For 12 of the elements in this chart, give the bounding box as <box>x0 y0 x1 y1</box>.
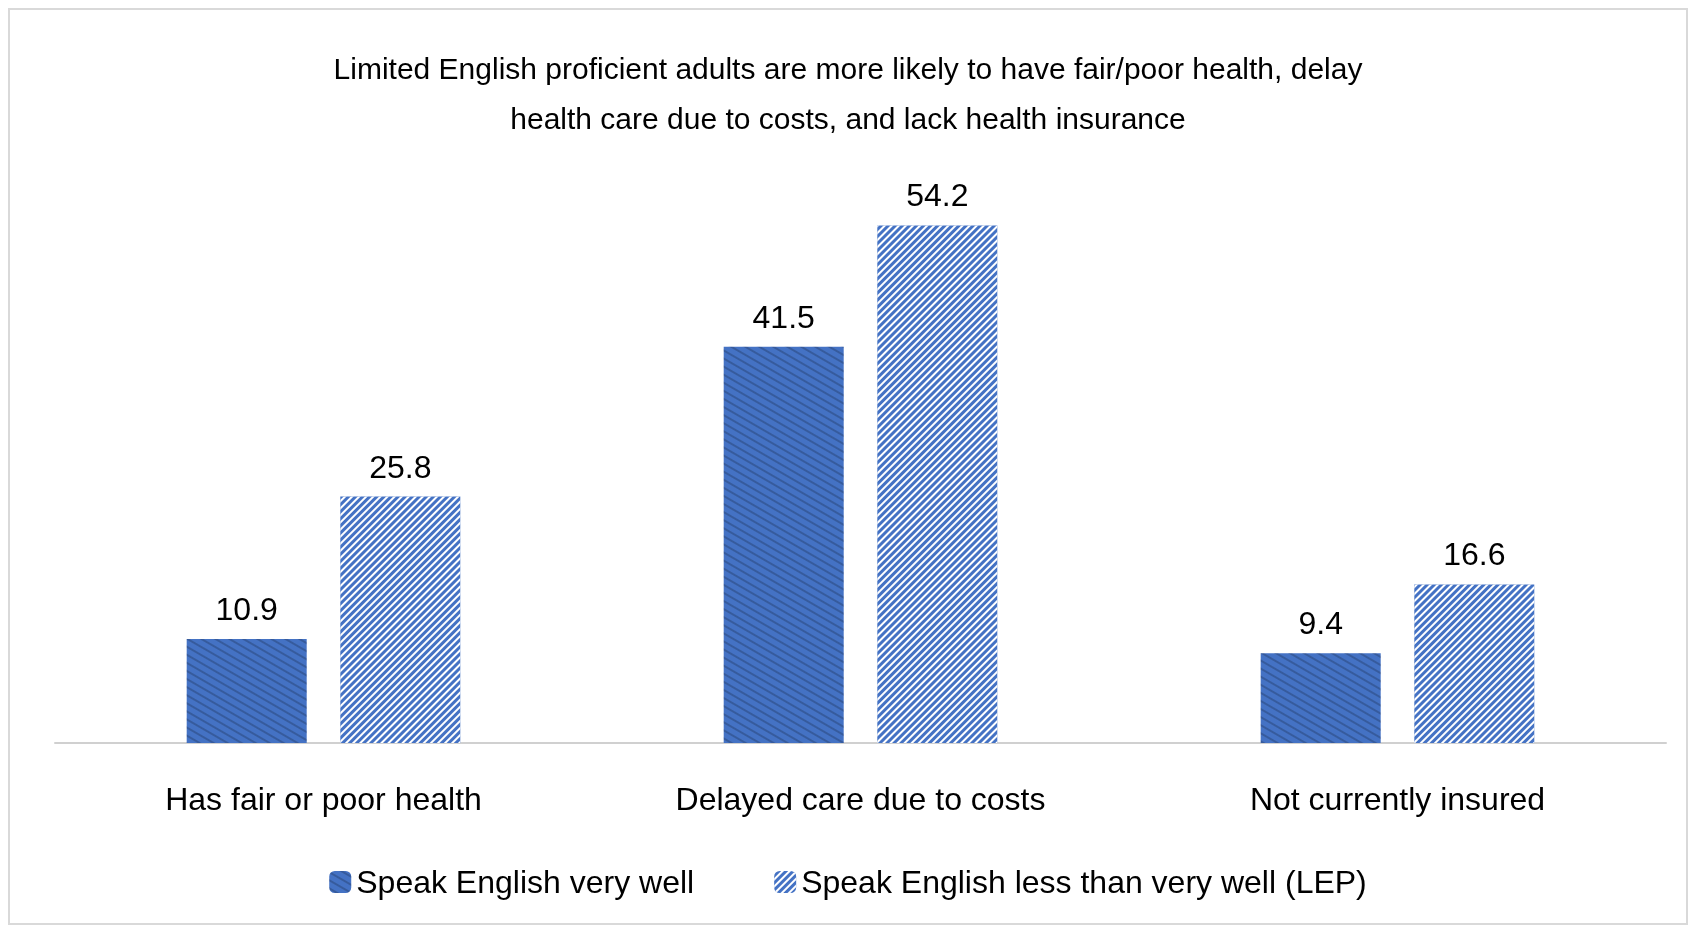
data-label: 25.8 <box>369 448 432 485</box>
x-tick-label: Not currently insured <box>1249 781 1546 817</box>
legend-label: Speak English very well <box>356 864 695 900</box>
data-label: 10.9 <box>215 590 278 627</box>
chart-title: Limited English proficient adults are more likely to have fair/poor health, delay health care due to costs, and lack health insurance <box>333 51 1363 135</box>
x-tick-label: Delayed care due to costs <box>675 781 1046 817</box>
x-tick-label: Has fair or poor health <box>165 781 482 817</box>
legend-label: Speak English less than very well (LEP) <box>801 864 1367 900</box>
data-label: 41.5 <box>752 298 815 335</box>
data-label: 54.2 <box>906 177 969 214</box>
data-label: 9.4 <box>1298 605 1343 642</box>
data-label: 16.6 <box>1443 536 1506 573</box>
